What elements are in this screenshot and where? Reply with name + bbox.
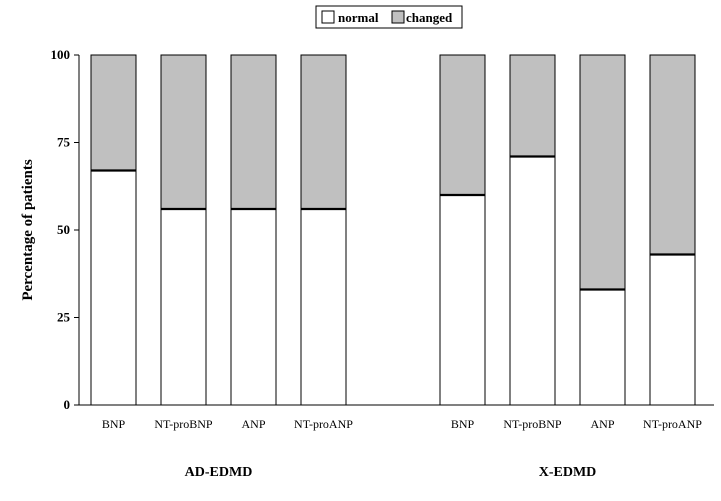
legend: normal changed xyxy=(315,5,463,29)
y-ticks: 0 25 50 75 100 xyxy=(51,47,79,412)
bar-changed xyxy=(90,54,137,171)
group-label: X-EDMD xyxy=(539,465,597,480)
category-label: BNP xyxy=(451,417,475,431)
y-axis-title: Percentage of patients xyxy=(20,159,36,301)
category-label: ANP xyxy=(590,417,614,431)
bar-changed xyxy=(300,54,347,210)
bar-normal xyxy=(230,208,277,406)
bar-normal xyxy=(649,254,696,406)
bar-normal xyxy=(90,170,137,406)
group-labels: AD-EDMD X-EDMD xyxy=(185,465,597,480)
legend-frame xyxy=(315,5,463,29)
legend-swatch-changed xyxy=(391,10,405,24)
y-tick-label: 50 xyxy=(57,222,70,237)
legend-label-normal: normal xyxy=(338,10,379,25)
legend-label-changed: changed xyxy=(406,10,453,25)
bar-normal xyxy=(579,289,626,406)
bar-changed xyxy=(230,54,277,210)
category-label: ANP xyxy=(241,417,265,431)
bar-changed xyxy=(579,54,626,290)
y-tick-label: 25 xyxy=(57,310,71,325)
category-labels: BNP NT-proBNP ANP NT-proANP BNP NT-proBNP ANP N… xyxy=(102,417,702,431)
bar-changed xyxy=(649,54,696,255)
y-tick-label: 0 xyxy=(64,397,71,412)
y-tick-label: 100 xyxy=(51,47,71,62)
group-label: AD-EDMD xyxy=(185,465,253,480)
category-label: BNP xyxy=(102,417,126,431)
bar-normal xyxy=(439,194,486,406)
y-tick-label: 75 xyxy=(57,135,71,150)
category-label: NT-proBNP xyxy=(154,417,213,431)
bar-normal xyxy=(509,156,556,406)
bar-changed xyxy=(509,54,556,157)
category-label: NT-proANP xyxy=(643,417,702,431)
bar-changed xyxy=(439,54,486,196)
bar-normal xyxy=(160,208,207,406)
category-label: NT-proBNP xyxy=(503,417,562,431)
bar-normal xyxy=(300,208,347,406)
bar-changed xyxy=(160,54,207,210)
category-label: NT-proANP xyxy=(294,417,353,431)
legend-swatch-normal xyxy=(321,10,335,24)
bars xyxy=(90,54,696,406)
